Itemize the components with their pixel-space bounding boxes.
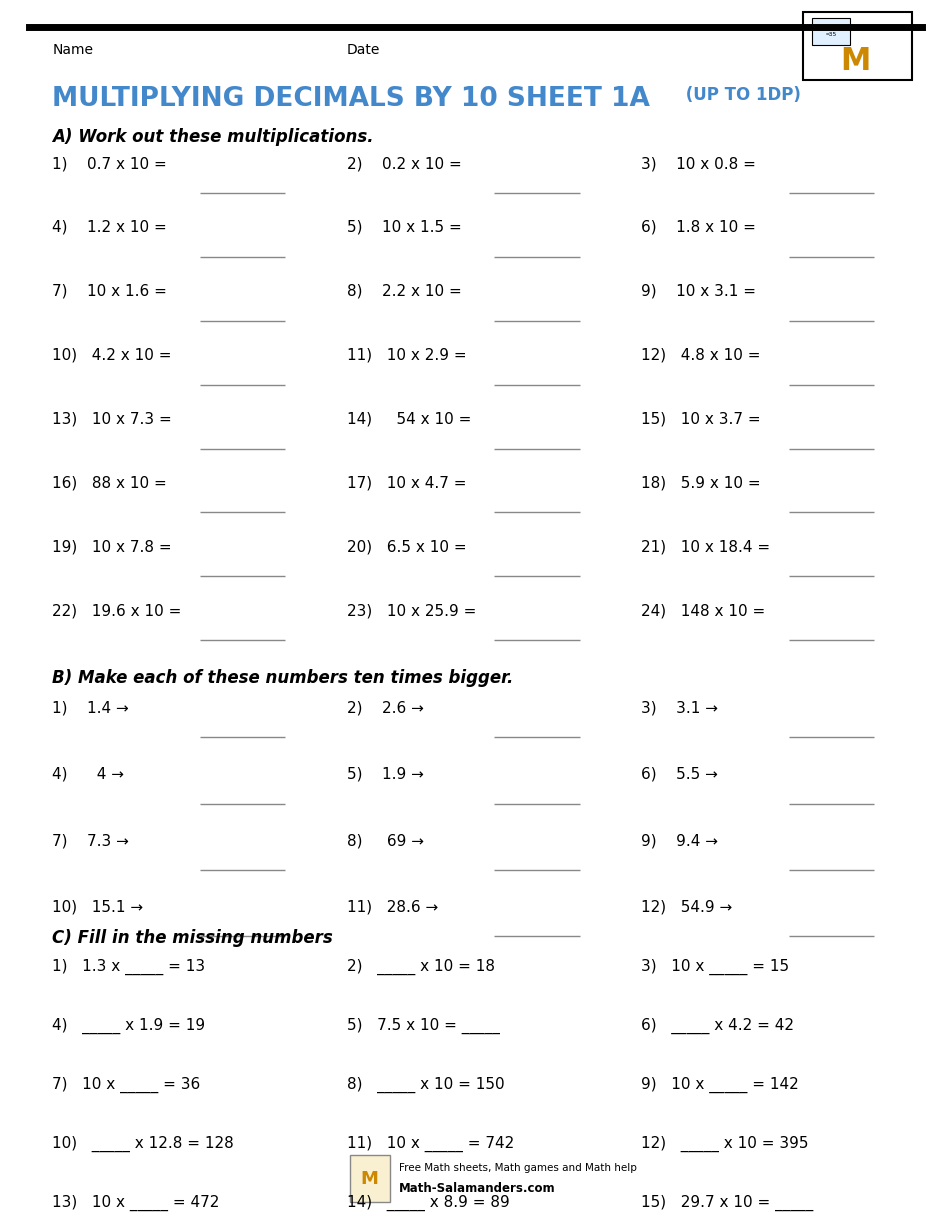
Text: 9)    10 x 3.1 =: 9) 10 x 3.1 = [641,284,756,299]
Text: 5)    10 x 1.5 =: 5) 10 x 1.5 = [347,220,462,235]
Text: 10)   4.2 x 10 =: 10) 4.2 x 10 = [52,348,172,363]
Text: 11)   10 x 2.9 =: 11) 10 x 2.9 = [347,348,466,363]
Text: 7)    7.3 →: 7) 7.3 → [52,833,129,848]
Text: Math-Salamanders.com: Math-Salamanders.com [399,1182,556,1195]
Text: 2)    2.6 →: 2) 2.6 → [347,701,424,715]
Text: 13)   10 x 7.3 =: 13) 10 x 7.3 = [52,412,172,426]
Text: 9)   10 x _____ = 142: 9) 10 x _____ = 142 [641,1077,799,1093]
Text: 23)   10 x 25.9 =: 23) 10 x 25.9 = [347,603,476,618]
Text: 7)    10 x 1.6 =: 7) 10 x 1.6 = [52,284,167,299]
Text: 20)   6.5 x 10 =: 20) 6.5 x 10 = [347,540,466,554]
Text: 16)   88 x 10 =: 16) 88 x 10 = [52,476,167,490]
Text: 17)   10 x 4.7 =: 17) 10 x 4.7 = [347,476,466,490]
Text: 9)    9.4 →: 9) 9.4 → [641,833,718,848]
FancyBboxPatch shape [812,18,850,45]
Text: 15)   29.7 x 10 = _____: 15) 29.7 x 10 = _____ [641,1195,813,1211]
Text: 5)    1.9 →: 5) 1.9 → [347,767,424,782]
Text: 11)   28.6 →: 11) 28.6 → [347,900,438,914]
Text: Free Math sheets, Math games and Math help: Free Math sheets, Math games and Math he… [399,1163,636,1172]
Text: A) Work out these multiplications.: A) Work out these multiplications. [52,128,374,146]
Text: B) Make each of these numbers ten times bigger.: B) Make each of these numbers ten times … [52,669,514,687]
Text: 1)    0.7 x 10 =: 1) 0.7 x 10 = [52,156,167,171]
Text: 14)   _____ x 8.9 = 89: 14) _____ x 8.9 = 89 [347,1195,509,1211]
Text: 1)   1.3 x _____ = 13: 1) 1.3 x _____ = 13 [52,959,205,975]
Text: 8)   _____ x 10 = 150: 8) _____ x 10 = 150 [347,1077,504,1093]
Text: 12)   4.8 x 10 =: 12) 4.8 x 10 = [641,348,761,363]
Text: 8)    2.2 x 10 =: 8) 2.2 x 10 = [347,284,462,299]
Text: 4)      4 →: 4) 4 → [52,767,124,782]
Text: Μ: Μ [840,47,870,76]
FancyBboxPatch shape [803,12,912,80]
Text: 13)   10 x _____ = 472: 13) 10 x _____ = 472 [52,1195,219,1211]
Text: 6)    1.8 x 10 =: 6) 1.8 x 10 = [641,220,756,235]
Text: 4)   _____ x 1.9 = 19: 4) _____ x 1.9 = 19 [52,1018,205,1034]
Text: 7)   10 x _____ = 36: 7) 10 x _____ = 36 [52,1077,200,1093]
Text: 7x5
=35: 7x5 =35 [826,27,837,37]
Text: (UP TO 1DP): (UP TO 1DP) [680,86,801,104]
Text: 12)   54.9 →: 12) 54.9 → [641,900,732,914]
Text: 14)     54 x 10 =: 14) 54 x 10 = [347,412,471,426]
Text: 12)   _____ x 10 = 395: 12) _____ x 10 = 395 [641,1136,808,1152]
Text: 11)   10 x _____ = 742: 11) 10 x _____ = 742 [347,1136,514,1152]
Text: 3)    10 x 0.8 =: 3) 10 x 0.8 = [641,156,756,171]
Text: Μ: Μ [361,1170,378,1187]
Text: 10)   15.1 →: 10) 15.1 → [52,900,143,914]
Text: 2)   _____ x 10 = 18: 2) _____ x 10 = 18 [347,959,495,975]
Text: 2)    0.2 x 10 =: 2) 0.2 x 10 = [347,156,462,171]
Text: 4)    1.2 x 10 =: 4) 1.2 x 10 = [52,220,167,235]
Text: 6)    5.5 →: 6) 5.5 → [641,767,718,782]
Text: 24)   148 x 10 =: 24) 148 x 10 = [641,603,766,618]
Text: 6)   _____ x 4.2 = 42: 6) _____ x 4.2 = 42 [641,1018,794,1034]
Text: 3)    3.1 →: 3) 3.1 → [641,701,718,715]
Text: 8)     69 →: 8) 69 → [347,833,424,848]
Text: 10)   _____ x 12.8 = 128: 10) _____ x 12.8 = 128 [52,1136,234,1152]
Text: 1)    1.4 →: 1) 1.4 → [52,701,129,715]
Text: 21)   10 x 18.4 =: 21) 10 x 18.4 = [641,540,770,554]
Text: Date: Date [347,43,380,57]
FancyBboxPatch shape [350,1155,389,1202]
Text: 3)   10 x _____ = 15: 3) 10 x _____ = 15 [641,959,789,975]
Text: 22)   19.6 x 10 =: 22) 19.6 x 10 = [52,603,181,618]
Text: 19)   10 x 7.8 =: 19) 10 x 7.8 = [52,540,172,554]
Text: MULTIPLYING DECIMALS BY 10 SHEET 1A: MULTIPLYING DECIMALS BY 10 SHEET 1A [52,86,650,112]
Text: 18)   5.9 x 10 =: 18) 5.9 x 10 = [641,476,761,490]
Text: 15)   10 x 3.7 =: 15) 10 x 3.7 = [641,412,761,426]
Text: Name: Name [52,43,93,57]
Text: C) Fill in the missing numbers: C) Fill in the missing numbers [52,929,333,948]
Text: 5)   7.5 x 10 = _____: 5) 7.5 x 10 = _____ [347,1018,500,1034]
